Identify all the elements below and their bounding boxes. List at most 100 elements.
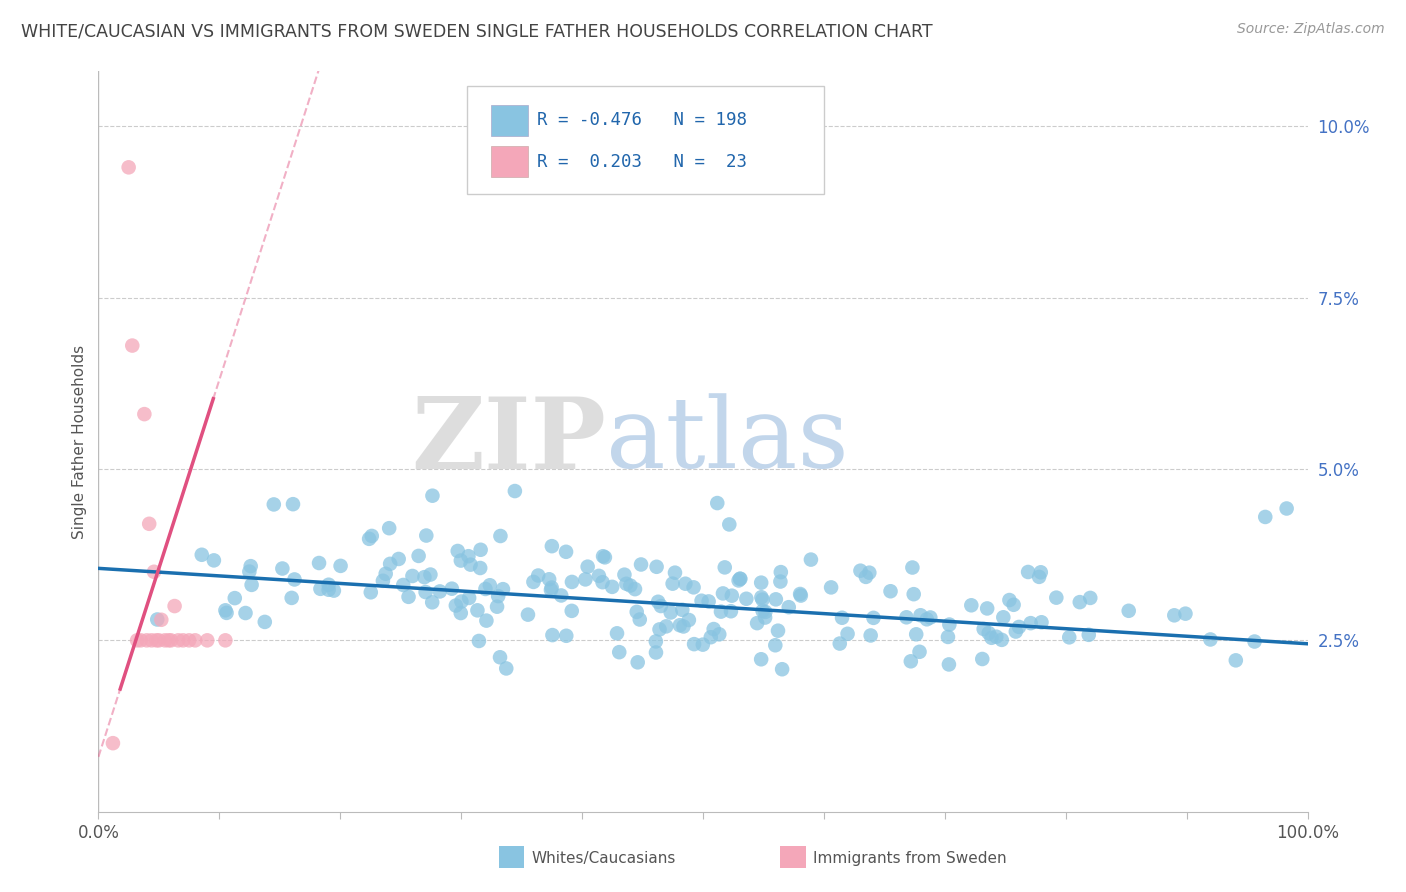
Point <box>1008 620 1031 634</box>
Point <box>692 638 714 652</box>
Point <box>1002 598 1025 612</box>
Point <box>628 613 651 627</box>
Point <box>709 627 731 641</box>
Point <box>148 633 170 648</box>
Point <box>422 489 444 503</box>
Point <box>163 599 186 613</box>
Point <box>859 628 882 642</box>
Point <box>179 633 201 648</box>
Point <box>127 633 149 648</box>
Point <box>986 630 1008 644</box>
Point <box>540 581 562 595</box>
Point <box>672 619 695 633</box>
Point <box>101 736 124 750</box>
Point <box>271 561 294 575</box>
Point <box>749 575 772 590</box>
Point <box>683 637 706 651</box>
Text: R = -0.476   N = 198: R = -0.476 N = 198 <box>537 112 748 129</box>
Point <box>184 633 207 648</box>
Point <box>143 565 166 579</box>
Point <box>457 549 479 564</box>
Point <box>749 652 772 666</box>
Point <box>429 584 451 599</box>
Point <box>238 565 260 579</box>
Point <box>735 591 758 606</box>
Point <box>936 630 959 644</box>
Point <box>645 646 668 660</box>
Point <box>998 593 1021 607</box>
Point <box>903 587 925 601</box>
Point <box>460 558 482 572</box>
Point <box>470 561 492 575</box>
Point <box>588 569 610 583</box>
Point <box>730 572 752 586</box>
Point <box>309 582 332 596</box>
Point <box>619 578 641 592</box>
Bar <box>492 146 527 178</box>
Point <box>450 594 472 608</box>
Point <box>721 589 744 603</box>
Point <box>214 633 236 648</box>
Point <box>517 607 540 622</box>
Point <box>308 556 330 570</box>
Point <box>973 622 995 636</box>
Point <box>1254 510 1277 524</box>
Point <box>593 550 616 565</box>
Point <box>910 608 932 623</box>
Point <box>489 529 512 543</box>
Point <box>253 615 276 629</box>
Point <box>281 497 304 511</box>
Point <box>141 633 163 648</box>
Point <box>647 595 669 609</box>
Point <box>550 589 572 603</box>
Point <box>415 585 437 599</box>
Point <box>669 618 692 632</box>
Point <box>900 654 922 668</box>
Point <box>650 599 672 613</box>
Point <box>960 599 983 613</box>
Point <box>1019 616 1042 631</box>
Text: Immigrants from Sweden: Immigrants from Sweden <box>813 852 1007 866</box>
Point <box>896 610 918 624</box>
Point <box>413 570 436 584</box>
Point <box>215 606 238 620</box>
Text: R =  0.203   N =  23: R = 0.203 N = 23 <box>537 153 748 170</box>
Point <box>972 652 994 666</box>
Point <box>129 633 152 648</box>
Point <box>1069 595 1091 609</box>
Point <box>235 606 257 620</box>
Text: ZIP: ZIP <box>412 393 606 490</box>
Point <box>1017 565 1039 579</box>
Point <box>977 626 1000 640</box>
Point <box>616 576 638 591</box>
Point <box>751 604 773 618</box>
Point <box>703 622 725 636</box>
Point <box>624 582 647 596</box>
Point <box>541 539 564 553</box>
Point <box>458 591 481 605</box>
Text: Whites/Caucasians: Whites/Caucasians <box>531 852 676 866</box>
Point <box>540 582 562 597</box>
Point <box>690 593 713 607</box>
Point <box>720 604 742 618</box>
Point <box>682 580 704 594</box>
Point <box>1028 570 1050 584</box>
Point <box>280 591 302 605</box>
Point <box>468 634 491 648</box>
Point <box>495 661 517 675</box>
Point <box>440 582 463 596</box>
Point <box>976 601 998 615</box>
Point <box>1031 615 1053 630</box>
Point <box>146 612 169 626</box>
Point <box>240 578 263 592</box>
Point <box>592 575 614 590</box>
Point <box>153 633 176 648</box>
Point <box>574 573 596 587</box>
Point <box>855 570 877 584</box>
Point <box>711 586 734 600</box>
Point <box>555 629 578 643</box>
Point <box>901 560 924 574</box>
Point <box>329 558 352 573</box>
Point <box>360 585 382 599</box>
Point <box>790 589 813 603</box>
